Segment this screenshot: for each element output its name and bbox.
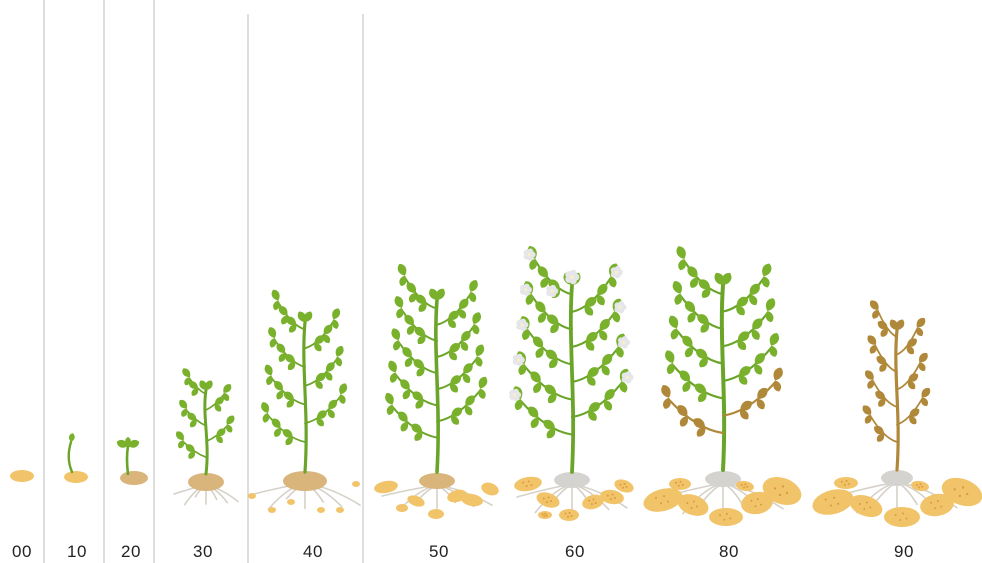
stage-label-40: 40: [303, 542, 323, 561]
stage-label-20: 20: [121, 542, 141, 561]
stage-label-90: 90: [894, 542, 914, 561]
tuber-bulking-plant-icon: [374, 263, 499, 519]
tuber-initiation-plant-icon: [248, 289, 361, 513]
emerging-seedling-icon: [116, 437, 148, 485]
flowering-plant-icon: [509, 246, 634, 521]
stage-label-00: 00: [12, 542, 32, 561]
stage-label-30: 30: [193, 542, 213, 561]
stage-label-10: 10: [67, 542, 87, 561]
plants-layer: [10, 246, 982, 527]
stage-label-50: 50: [429, 542, 449, 561]
senescent-plant-icon: [812, 300, 982, 527]
maturing-plant-icon: [643, 246, 802, 526]
young-plant-icon: [173, 368, 239, 506]
seed-tuber-icon: [10, 470, 34, 482]
stage-label-80: 80: [719, 542, 739, 561]
stage-label-60: 60: [565, 542, 585, 561]
sprouting-tuber-icon: [64, 433, 88, 483]
stage-dividers: [43, 0, 364, 563]
